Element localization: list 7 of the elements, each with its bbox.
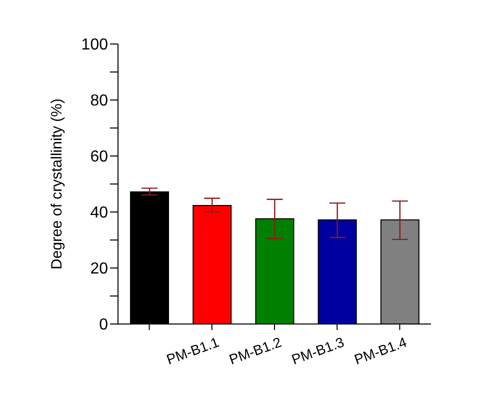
y-tick-label: 0 [99,316,108,334]
y-axis-title: Degree of crystallinity (%) [48,98,66,270]
y-tick-label: 40 [90,204,108,222]
y-tick-label: 20 [90,260,108,278]
y-tick-label: 100 [81,36,108,54]
y-tick-label: 80 [90,92,108,110]
y-tick-label: 60 [90,148,108,166]
